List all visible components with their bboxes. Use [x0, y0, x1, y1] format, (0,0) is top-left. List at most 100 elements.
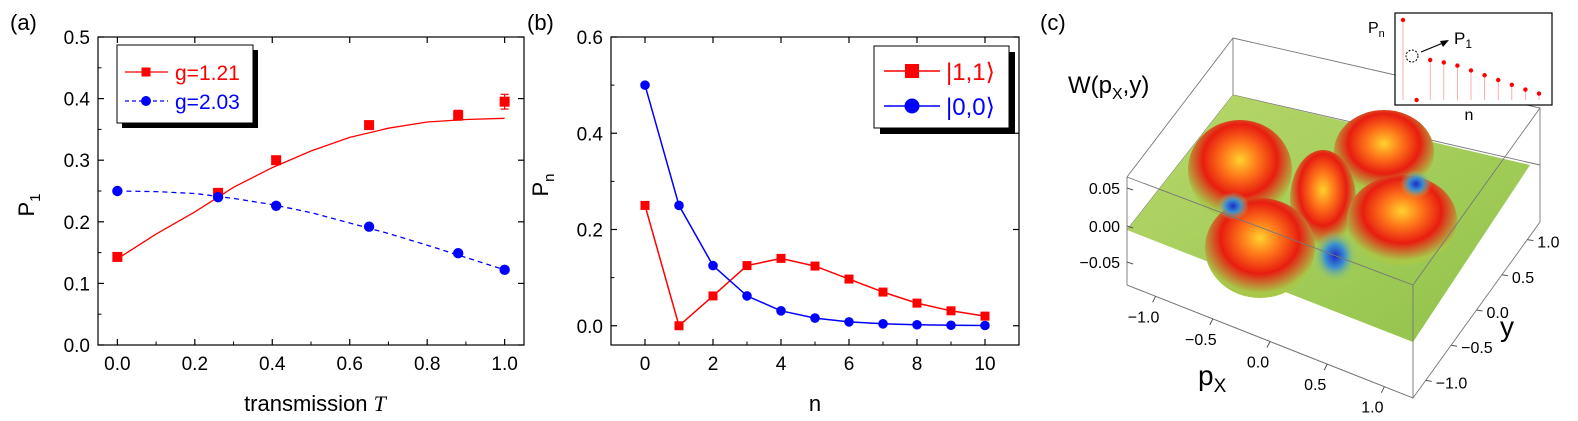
b-point-circle [708, 260, 718, 271]
c-ytick [1451, 344, 1458, 347]
c-ytick-label: −0.5 [1461, 340, 1493, 357]
panel-c-label: (c) [1040, 10, 1066, 35]
inset-point [1496, 77, 1501, 83]
b-ytick-label: 0.2 [577, 221, 603, 242]
a-xtick-label: 1.0 [491, 354, 517, 375]
b-point-circle [742, 291, 752, 301]
legend-a-marker-blue [141, 96, 151, 106]
legend-a-box [116, 44, 254, 124]
b-point-square [776, 253, 786, 263]
c-ytick [1527, 239, 1534, 242]
inset-point [1400, 17, 1406, 23]
b-point-square [640, 200, 650, 210]
a-point-circle [499, 264, 510, 276]
surface-title: W(pX,y) [1068, 72, 1149, 103]
b-xtick-label: 0 [640, 354, 651, 375]
legend-b-box [873, 45, 1010, 129]
c-ytick [1501, 274, 1508, 277]
plot-a-legend: g=1.21 g=2.03 [116, 44, 258, 128]
b-point-square [980, 311, 990, 321]
b-point-square [708, 291, 718, 301]
b-point-circle [946, 320, 956, 331]
c-ytick-label: 1.0 [1537, 235, 1559, 252]
c-ytick-label: 0.0 [1487, 305, 1509, 322]
a-fit-curve-1 [117, 190, 505, 271]
c-xtick [1380, 386, 1385, 393]
c-xtick-label: 0.5 [1304, 377, 1326, 394]
c-ytick [1476, 309, 1483, 312]
a-point-square [453, 110, 464, 121]
legend-b-marker-red [905, 64, 919, 78]
a-ytick-label: 0.4 [64, 90, 91, 111]
inset-point [1536, 91, 1542, 96]
inset-point [1441, 60, 1447, 65]
surface-axis-ticks: 0.05 0.00 −0.05 −1.0 −0.5 0.0 0.5 1.0 1.0 0.5 0.0 −… [1080, 181, 1560, 417]
inset-point [1428, 57, 1433, 63]
panel-b-label: (b) [527, 10, 554, 35]
surface-peak-front-left [1205, 198, 1315, 298]
inset: Pn P1 n [1368, 12, 1553, 124]
b-xtick-label: 6 [844, 354, 855, 375]
inset-highlight-circle [1405, 49, 1419, 63]
b-point-square [878, 287, 888, 297]
a-point-circle [112, 185, 123, 197]
legend-b-marker-blue [904, 98, 920, 114]
plot-a-ylabel: P1 [14, 193, 44, 216]
c-xtick [1266, 341, 1271, 348]
b-point-circle [844, 317, 854, 327]
c-xtick-label: 0.0 [1247, 355, 1269, 372]
plot-b-data [640, 80, 990, 331]
a-point-square [499, 96, 510, 107]
plot-a-ticks: 0.0 0.2 0.4 0.6 0.8 1.0 0.0 0.1 0.2 0.3 0.4 0.5 [64, 28, 524, 375]
c-ytick [1425, 379, 1432, 382]
b-point-square [946, 306, 956, 316]
surface-peak-back-left [1188, 120, 1292, 220]
c-xtick-label: −0.5 [1185, 332, 1217, 349]
surface-xlabel: pX [1198, 360, 1227, 397]
plot-b-ticks: 0 2 4 6 8 10 0.0 0.2 0.4 0.6 [577, 28, 1020, 375]
a-ytick-label: 0.1 [64, 274, 90, 295]
inset-ylabel: Pn [1368, 20, 1385, 40]
c-ztick-label: −0.05 [1080, 255, 1121, 272]
a-point-circle [363, 221, 375, 232]
inset-arrow-head [1440, 40, 1449, 47]
b-xtick-label: 10 [974, 354, 995, 375]
a-xtick-label: 0.0 [104, 354, 130, 375]
b-xtick-label: 4 [776, 354, 787, 375]
legend-a-label-blue: g=2.03 [175, 91, 240, 114]
panel-b: (b) 0 2 4 6 8 10 0.0 0.2 0.4 0.6 Pn n |1,1⟩ |0,0⟩ [527, 10, 1020, 416]
b-point-square [844, 274, 854, 284]
inset-frame [1394, 12, 1553, 106]
b-ytick-label: 0.6 [577, 28, 603, 49]
plot-a-xlabel: transmission T [244, 391, 388, 416]
b-point-circle [912, 319, 922, 330]
b-point-square [674, 321, 684, 331]
plot-b-legend: |1,1⟩ |0,0⟩ [873, 45, 1015, 134]
b-point-circle [674, 200, 684, 211]
legend-a-marker-red [141, 67, 151, 77]
b-point-square [742, 261, 752, 271]
b-xtick-label: 2 [708, 354, 719, 375]
c-ztick [1126, 261, 1134, 265]
c-xtick [1323, 363, 1328, 371]
a-point-circle [270, 200, 282, 211]
legend-a-label-red: g=1.21 [175, 62, 240, 85]
b-point-square [912, 298, 922, 308]
plot-a-data [112, 93, 510, 276]
inset-point [1509, 82, 1515, 88]
c-xtick-label: −1.0 [1128, 309, 1160, 326]
panel-c: (c) 0.05 0.00 −0.05 −1.0 −0.5 0.0 0.5 1.0 1.0 0.5… [1040, 10, 1560, 417]
a-point-circle [452, 248, 464, 259]
surface-ylabel: y [1500, 311, 1514, 342]
b-point-circle [980, 320, 990, 331]
a-ytick-label: 0.2 [64, 213, 90, 234]
a-point-square [112, 251, 123, 262]
b-point-circle [878, 319, 888, 329]
b-point-circle [776, 306, 786, 316]
a-ytick-label: 0.3 [64, 151, 90, 172]
plot-b-ylabel: Pn [528, 173, 558, 196]
inset-xlabel: n [1465, 107, 1474, 124]
plot-b-xlabel: n [809, 391, 821, 416]
a-point-square [364, 120, 375, 131]
